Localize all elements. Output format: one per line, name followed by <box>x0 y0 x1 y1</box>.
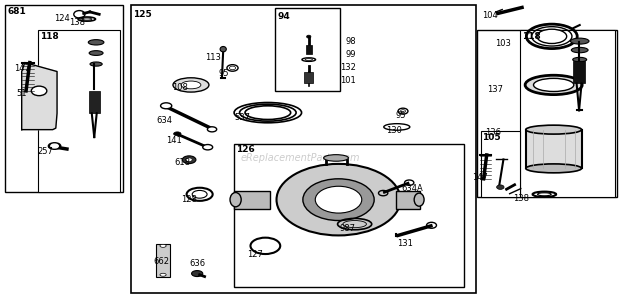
Ellipse shape <box>186 158 192 162</box>
Text: 125: 125 <box>133 10 152 19</box>
Ellipse shape <box>182 156 196 164</box>
Bar <box>396 191 420 209</box>
Bar <box>234 144 464 287</box>
Text: 95: 95 <box>218 69 229 77</box>
Text: 141: 141 <box>166 136 182 145</box>
Text: 94: 94 <box>277 12 290 21</box>
Ellipse shape <box>90 62 102 66</box>
Bar <box>477 30 617 197</box>
Ellipse shape <box>277 164 401 235</box>
Text: 113: 113 <box>205 53 221 62</box>
Text: 103: 103 <box>495 39 511 48</box>
Text: 108: 108 <box>172 83 188 92</box>
Bar <box>156 244 170 277</box>
Ellipse shape <box>173 78 209 92</box>
Ellipse shape <box>88 40 104 45</box>
Ellipse shape <box>89 51 103 55</box>
Ellipse shape <box>207 127 217 132</box>
Text: eReplacementParts.com: eReplacementParts.com <box>241 153 360 163</box>
Ellipse shape <box>160 244 166 247</box>
Text: 662: 662 <box>154 257 170 266</box>
Text: 634A: 634A <box>402 184 423 193</box>
Text: 95: 95 <box>396 111 406 120</box>
Ellipse shape <box>174 132 181 136</box>
Text: 618: 618 <box>175 158 191 167</box>
Bar <box>275 8 340 91</box>
Ellipse shape <box>181 81 201 89</box>
Bar <box>38 30 120 192</box>
Bar <box>5 5 123 192</box>
Ellipse shape <box>160 273 166 276</box>
Text: 105: 105 <box>482 133 501 142</box>
Text: 128: 128 <box>181 195 197 204</box>
Text: 132: 132 <box>340 63 356 72</box>
Text: 118: 118 <box>522 32 541 41</box>
Ellipse shape <box>306 35 311 38</box>
Text: 51: 51 <box>17 89 27 98</box>
Bar <box>573 61 585 83</box>
Text: 138: 138 <box>69 18 86 27</box>
Ellipse shape <box>324 155 348 161</box>
Ellipse shape <box>526 164 582 173</box>
Bar <box>234 191 270 209</box>
Text: 987: 987 <box>340 224 356 233</box>
Text: 104: 104 <box>482 11 498 20</box>
Bar <box>520 30 615 197</box>
Bar <box>480 131 520 197</box>
Ellipse shape <box>303 179 374 221</box>
Ellipse shape <box>31 86 47 96</box>
Text: 98: 98 <box>346 37 356 46</box>
Text: 99: 99 <box>346 50 356 59</box>
Ellipse shape <box>315 186 362 213</box>
Ellipse shape <box>497 185 504 190</box>
Text: 101: 101 <box>340 76 355 85</box>
Ellipse shape <box>571 47 588 53</box>
Text: 636: 636 <box>189 259 205 268</box>
Text: 257: 257 <box>37 147 53 156</box>
Bar <box>305 72 312 89</box>
Ellipse shape <box>192 271 203 277</box>
Ellipse shape <box>525 75 582 95</box>
Text: 124: 124 <box>55 14 70 23</box>
Text: 130: 130 <box>386 126 402 135</box>
Ellipse shape <box>570 38 589 44</box>
Text: 137: 137 <box>487 85 503 94</box>
Text: 136: 136 <box>485 128 502 137</box>
Ellipse shape <box>533 78 574 91</box>
Text: 147: 147 <box>14 64 30 73</box>
Ellipse shape <box>526 125 582 134</box>
Text: 138: 138 <box>513 194 529 203</box>
Text: 118: 118 <box>40 32 59 41</box>
Ellipse shape <box>230 193 241 207</box>
Ellipse shape <box>161 103 172 109</box>
Bar <box>89 91 100 113</box>
Ellipse shape <box>537 29 567 44</box>
Text: 147: 147 <box>472 173 489 182</box>
Ellipse shape <box>203 145 213 150</box>
Bar <box>304 72 313 83</box>
Text: 681: 681 <box>7 7 26 16</box>
Text: 537: 537 <box>234 113 250 122</box>
Text: 131: 131 <box>397 239 413 248</box>
Text: 126: 126 <box>236 145 255 154</box>
Text: 634: 634 <box>157 116 173 125</box>
Bar <box>306 45 312 54</box>
Ellipse shape <box>220 46 226 52</box>
Ellipse shape <box>573 57 587 62</box>
Ellipse shape <box>48 143 61 149</box>
Bar <box>526 130 582 168</box>
Ellipse shape <box>414 193 424 206</box>
Bar <box>131 5 476 293</box>
Polygon shape <box>22 63 57 130</box>
Ellipse shape <box>51 144 58 148</box>
Text: 127: 127 <box>247 250 263 259</box>
